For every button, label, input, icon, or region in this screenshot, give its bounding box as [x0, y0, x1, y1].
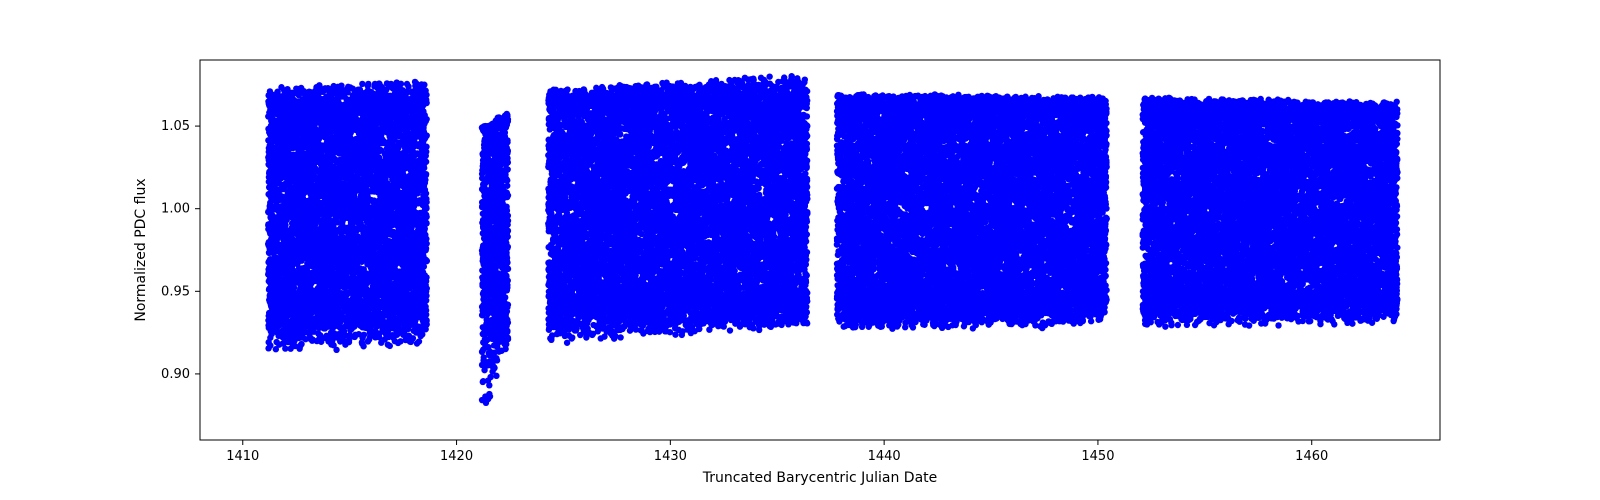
x-tick-label: 1450 [1081, 449, 1114, 464]
y-axis-label: Normalized PDC flux [133, 178, 149, 321]
x-tick-label: 1460 [1295, 449, 1328, 464]
x-tick-label: 1420 [440, 449, 473, 464]
y-tick-label: 1.00 [161, 202, 190, 217]
x-tick-label: 1440 [868, 449, 901, 464]
y-tick-label: 0.90 [161, 367, 190, 382]
x-axis-label: Truncated Barycentric Julian Date [702, 470, 938, 486]
x-tick-label: 1410 [226, 449, 259, 464]
y-tick-label: 1.05 [161, 119, 190, 134]
chart-svg: 1410 1420 1430 1440 1450 1460 0.90 0.95 1.00 1.05… [0, 0, 1600, 500]
light-curve-scatter-plot: 1410 1420 1430 1440 1450 1460 0.90 0.95 1.00 1.05… [0, 0, 1600, 500]
x-tick-label: 1430 [654, 449, 687, 464]
y-tick-label: 0.95 [161, 284, 190, 299]
